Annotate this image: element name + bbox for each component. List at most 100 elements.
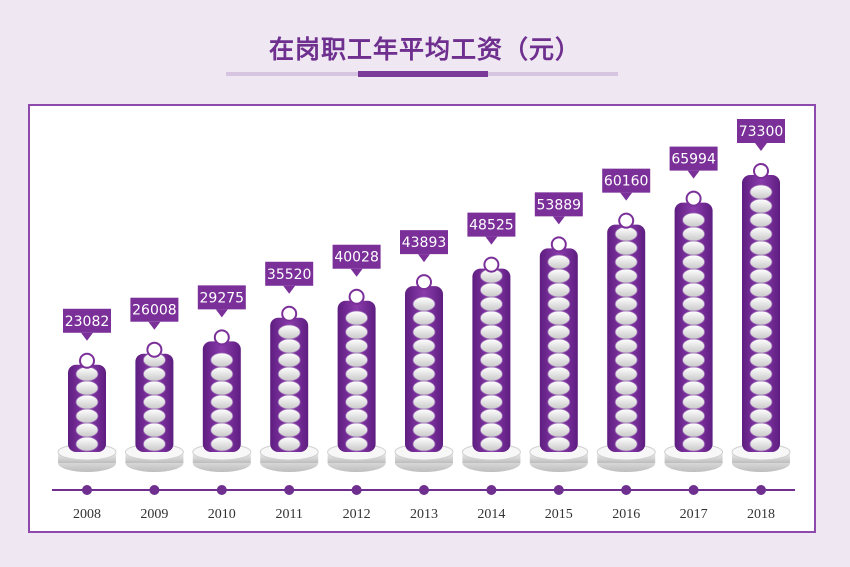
axis-tick-dot (688, 485, 699, 495)
coin (412, 408, 436, 424)
coin (75, 380, 99, 396)
coin (412, 338, 436, 354)
value-label-pointer (620, 192, 633, 201)
coin (547, 324, 571, 340)
value-label: 65994 (671, 152, 716, 168)
value-label-pointer (485, 236, 498, 245)
coin (75, 408, 99, 424)
value-label-box (737, 119, 785, 143)
coin (479, 366, 503, 382)
coin (682, 310, 705, 326)
coin (547, 268, 571, 284)
coin (210, 380, 234, 396)
bar-top-marker (213, 329, 230, 346)
bar-top-marker (685, 190, 702, 207)
coin (277, 366, 301, 382)
coin (749, 408, 773, 424)
coin (479, 296, 503, 312)
coin (547, 436, 571, 452)
coin (345, 380, 369, 396)
coin (345, 352, 369, 368)
coin (547, 254, 571, 270)
coin (682, 282, 705, 298)
coin (412, 436, 436, 452)
bar-top-marker (79, 352, 95, 369)
coin (614, 282, 638, 298)
coin (210, 422, 234, 438)
value-label: 60160 (604, 174, 649, 190)
coin (479, 324, 503, 340)
coin (210, 352, 234, 368)
coin (749, 198, 773, 214)
coin (479, 422, 503, 438)
coin (345, 324, 369, 340)
coin (749, 352, 773, 368)
coin (547, 338, 571, 354)
coin (210, 366, 234, 382)
coin (412, 422, 436, 438)
coin (614, 226, 638, 242)
bar-top-marker (618, 212, 635, 229)
title-underline-accent (358, 71, 488, 77)
bar-top-marker (281, 305, 298, 322)
coin (75, 366, 99, 382)
coin (412, 366, 436, 382)
coin (614, 324, 638, 340)
coin (614, 436, 638, 452)
coin (412, 324, 436, 340)
value-label-box (332, 244, 381, 269)
bar-top-marker (146, 341, 163, 358)
coin (547, 394, 571, 410)
coin (749, 212, 773, 228)
value-label-box (400, 230, 448, 255)
coin (749, 282, 773, 298)
coin (614, 338, 638, 354)
x-tick-label: 2017 (680, 507, 708, 522)
coin (682, 324, 705, 340)
coin (682, 240, 705, 256)
coin (749, 310, 773, 326)
coin (142, 422, 166, 438)
coin (345, 394, 369, 410)
value-label-pointer (755, 143, 767, 151)
bar-top-marker (416, 274, 432, 291)
bar-top-marker (550, 236, 567, 253)
coin (210, 394, 234, 410)
coin (682, 226, 705, 242)
coin (547, 366, 571, 382)
value-label: 26008 (132, 303, 177, 319)
coin (682, 212, 705, 228)
coin (682, 380, 705, 396)
coin (614, 380, 638, 396)
coin (682, 268, 705, 284)
coin (682, 352, 705, 368)
coin (547, 282, 571, 298)
coin (142, 380, 166, 396)
coin (614, 268, 638, 284)
coin (345, 422, 369, 438)
coin (412, 296, 436, 312)
coin (277, 436, 301, 452)
value-label-box (534, 192, 583, 217)
value-label-pointer (215, 309, 228, 318)
axis-tick-dot (419, 485, 429, 495)
coin (547, 310, 571, 326)
coin (749, 366, 773, 382)
coin (749, 394, 773, 410)
coin (412, 394, 436, 410)
coin (749, 184, 773, 200)
x-tick-label: 2011 (275, 507, 302, 522)
coin (75, 422, 99, 438)
value-label-pointer (283, 285, 296, 294)
coin (749, 338, 773, 354)
axis-tick-dot (82, 485, 92, 495)
x-tick-label: 2013 (410, 507, 438, 522)
coin (614, 366, 638, 382)
coin (614, 254, 638, 270)
coin (345, 310, 369, 326)
coin (277, 352, 301, 368)
axis-tick-dot (216, 485, 227, 495)
coin (614, 408, 638, 424)
axis-tick-dot (351, 485, 362, 495)
